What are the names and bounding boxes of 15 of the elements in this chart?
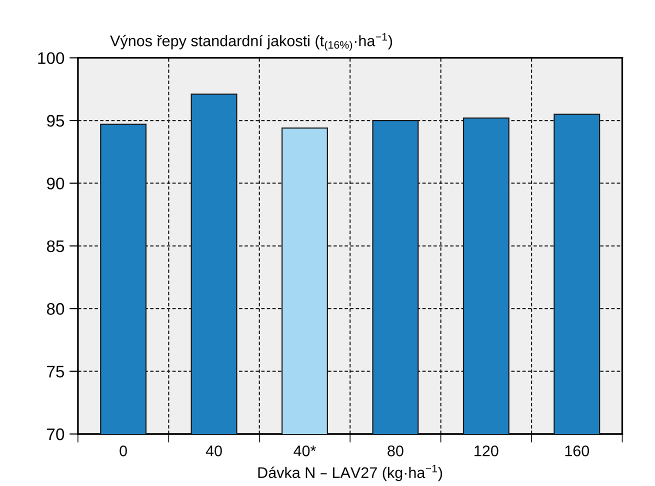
y-tick-label: 100	[38, 52, 64, 64]
y-tick-label: 75	[47, 366, 64, 378]
x-tick-label: 80	[388, 446, 404, 456]
y-tick-label: 95	[46, 114, 64, 127]
y-axis-title: Výnos řepy standardní jakosti (t$_{(16%)}$·ha$^{−1}$)	[110, 33, 392, 51]
y-tick-label: 85	[46, 240, 64, 252]
y-tick-label: 80	[46, 303, 64, 315]
x-axis-title: Dávka N – LAV27 (kg·ha$^{−1}$)	[258, 464, 442, 482]
x-tick-label: 40*	[294, 446, 316, 456]
x-tick-label: 0	[120, 446, 127, 456]
x-tick-label: 120	[474, 446, 498, 456]
y-tick-label: 70	[47, 428, 64, 440]
x-tick-label: 40	[206, 446, 222, 456]
y-tick-label: 90	[46, 178, 64, 190]
x-tick-label: 160	[565, 446, 590, 456]
